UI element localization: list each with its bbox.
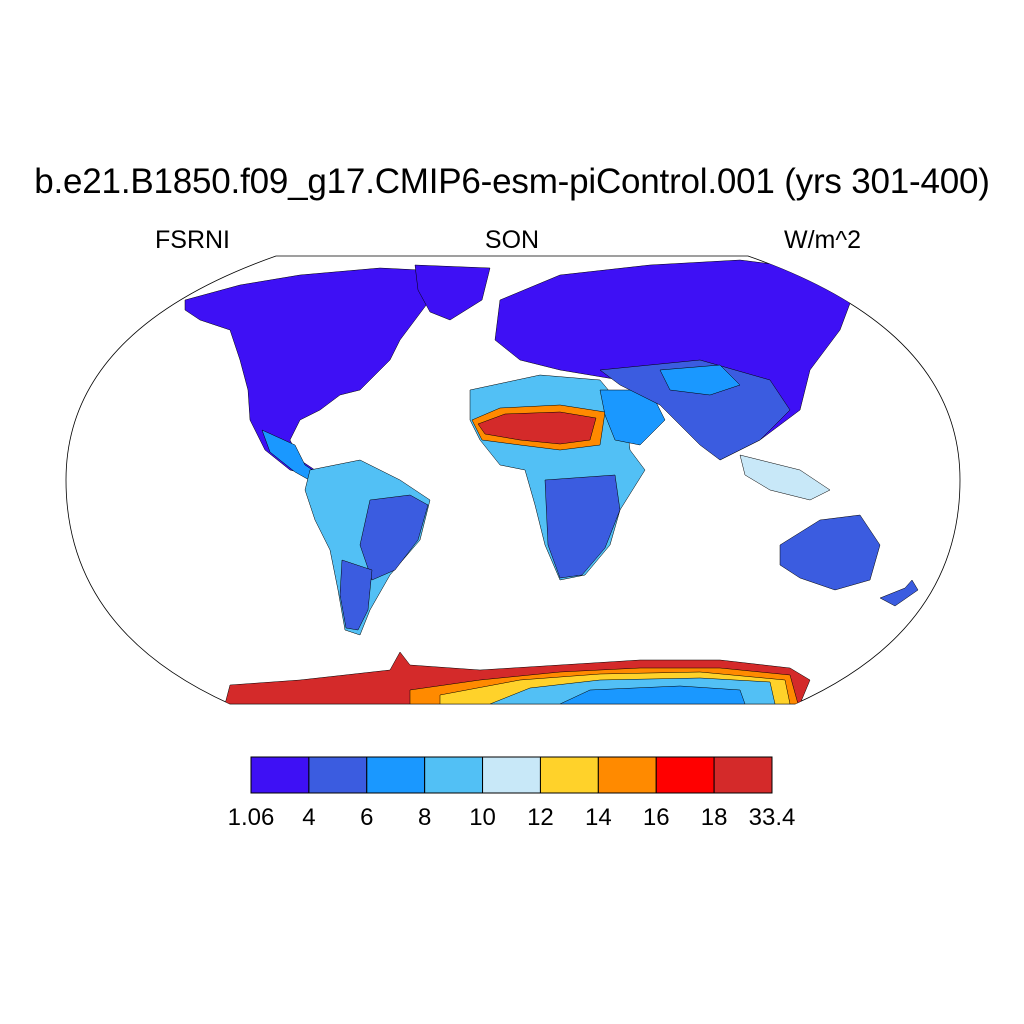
season-label: SON — [484, 226, 540, 254]
colorbar-swatch-4 — [424, 756, 484, 794]
colorbar-swatch-7 — [597, 756, 657, 794]
colorbar-swatch-1 — [250, 756, 310, 794]
greenland — [414, 264, 491, 321]
colorbar-tick-label: 6 — [360, 804, 374, 831]
plot-title: b.e21.B1850.f09_g17.CMIP6-esm-piControl.… — [34, 162, 990, 201]
tibet — [659, 364, 741, 396]
colorbar-tick-label: 33.4 — [748, 804, 796, 831]
colorbar-tick-label: 16 — [642, 804, 670, 831]
colorbar-tick-label: 18 — [700, 804, 728, 831]
colorbar-tick-label: 10 — [469, 804, 496, 831]
variable-label: FSRNI — [155, 226, 230, 254]
australia — [779, 514, 881, 591]
colorbar-tick-label: 8 — [417, 804, 432, 831]
africa-south — [544, 474, 621, 579]
colorbar-swatch-3 — [366, 756, 426, 794]
colorbar-tick-label: 14 — [584, 804, 612, 831]
colorbar-swatch-2 — [308, 756, 368, 794]
south-america-east — [359, 494, 429, 581]
sahara-core — [477, 411, 597, 445]
colorbar-tick-label: 12 — [527, 804, 554, 831]
new-zealand — [879, 579, 919, 607]
colorbar-swatch-6 — [539, 756, 599, 794]
south-america-south — [339, 559, 373, 631]
colorbar-swatch-9 — [713, 756, 773, 794]
colorbar-tick-label: 1.06 — [227, 804, 275, 831]
southeast-asia — [739, 454, 831, 501]
colorbar-tick-label: 4 — [302, 804, 316, 831]
units-label: W/m^2 — [784, 226, 862, 254]
colorbar-swatch-5 — [482, 756, 541, 794]
antarctica-core — [559, 685, 746, 704]
asia-south — [599, 359, 791, 461]
colorbar-swatch-8 — [655, 756, 715, 794]
